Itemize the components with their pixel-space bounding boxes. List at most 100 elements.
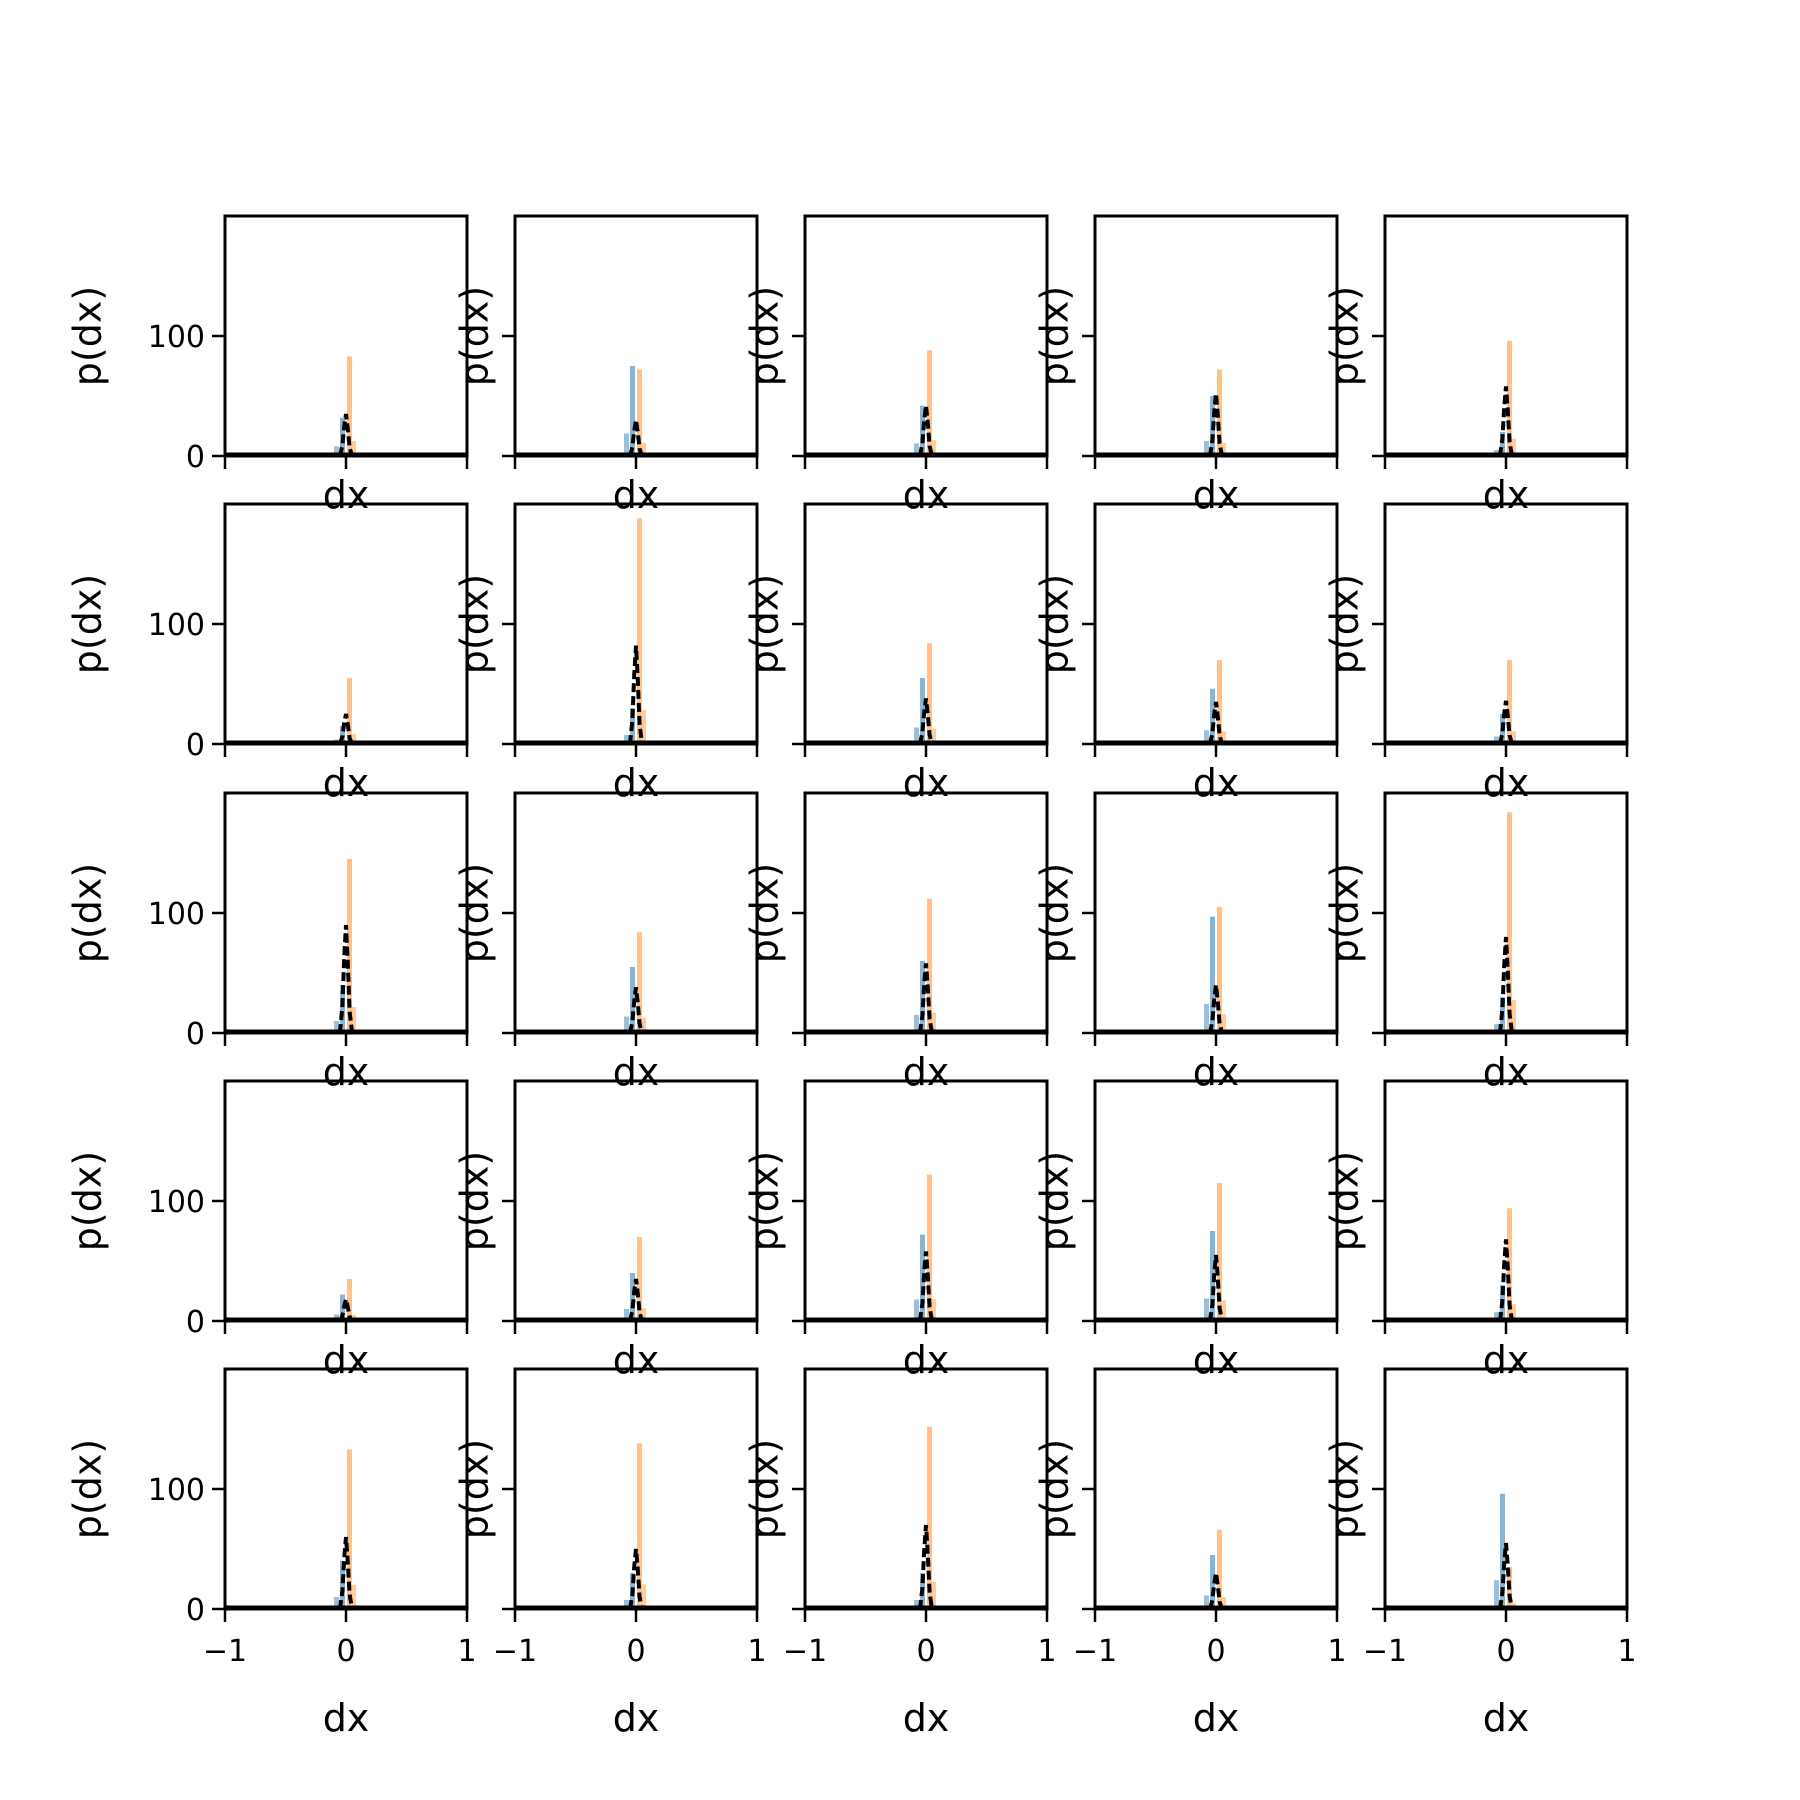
subplot-3-2: dx p(dx): [453, 791, 759, 1094]
blue-hist-bar: [1204, 441, 1209, 456]
y-tick-label: 0: [186, 1305, 205, 1340]
black-dashed-density-line: [1498, 386, 1514, 457]
axes-frame: [513, 214, 759, 458]
axes-frame: [1383, 1079, 1629, 1323]
blue-hist-bar: [1204, 1003, 1209, 1033]
subplot-3-4: dx p(dx): [1033, 791, 1339, 1094]
subplot-4-3: dx p(dx): [743, 1079, 1049, 1382]
blue-hist-bar: [1494, 736, 1499, 744]
y-axis-label: p(dx): [743, 1151, 787, 1251]
y-axis-label: p(dx): [453, 1151, 497, 1251]
blue-hist-bar: [334, 1597, 339, 1609]
x-tick-label: 1: [747, 1634, 766, 1669]
x-axis-label: dx: [903, 1338, 950, 1382]
subplot-5-1: 0 100 −1 0 1 dx p(dx): [66, 1367, 477, 1740]
black-dashed-density-line: [1498, 1239, 1514, 1322]
blue-hist-bar: [1204, 1595, 1209, 1609]
black-dashed-density-line: [1498, 1542, 1514, 1610]
subplot-2-1: 0 100 dx p(dx): [66, 502, 469, 805]
black-dashed-density-line: [918, 405, 934, 457]
x-axis-label: dx: [323, 1050, 370, 1094]
axes-frame: [223, 1079, 469, 1323]
x-axis-label: dx: [613, 1050, 660, 1094]
x-tick-label: 1: [457, 1634, 476, 1669]
orange-hist-bar: [927, 898, 932, 1033]
blue-hist-bar: [340, 985, 345, 1033]
subplot-5-5: −1 0 1 dx p(dx): [1323, 1367, 1637, 1740]
axes-frame: [803, 1367, 1049, 1611]
blue-hist-bar: [624, 735, 629, 744]
x-tick-label: −1: [1363, 1634, 1407, 1669]
x-axis-label: dx: [1483, 473, 1530, 517]
y-axis-label: p(dx): [1033, 1151, 1077, 1251]
orange-hist-bar: [637, 369, 642, 456]
orange-hist-bar: [347, 356, 352, 456]
black-dashed-density-line: [1498, 700, 1514, 745]
black-dashed-density-line: [1208, 984, 1224, 1034]
orange-hist-bar: [1512, 999, 1516, 1033]
black-dashed-density-line: [918, 963, 934, 1034]
axes-frame: [803, 791, 1049, 1035]
y-axis-label: p(dx): [66, 286, 110, 386]
orange-hist-bar: [927, 1174, 932, 1321]
y-axis-label: p(dx): [1323, 1151, 1367, 1251]
x-tick-label: −1: [493, 1634, 537, 1669]
black-dashed-density-line: [628, 645, 644, 745]
y-tick-label: 100: [148, 608, 205, 643]
x-tick-label: −1: [1073, 1634, 1117, 1669]
orange-hist-bar: [347, 1449, 352, 1609]
x-axis-label: dx: [1483, 761, 1530, 805]
subplot-5-4: −1 0 1 dx p(dx): [1033, 1367, 1347, 1740]
blue-hist-bar: [630, 366, 635, 456]
y-axis-label: p(dx): [743, 1439, 787, 1539]
y-axis-label: p(dx): [66, 574, 110, 674]
y-tick-label: 0: [186, 1017, 205, 1052]
y-axis-label: p(dx): [743, 286, 787, 386]
orange-hist-bar: [642, 1017, 646, 1033]
black-dashed-density-line: [918, 1251, 934, 1322]
orange-hist-bar: [927, 1426, 932, 1609]
orange-hist-bar: [637, 1443, 642, 1609]
orange-hist-bar: [932, 440, 936, 456]
orange-hist-bar: [1222, 1300, 1226, 1321]
x-tick-label: 0: [1206, 1634, 1225, 1669]
y-tick-label: 0: [186, 728, 205, 763]
y-tick-label: 100: [148, 1185, 205, 1220]
x-tick-label: 0: [1496, 1634, 1515, 1669]
x-tick-label: 0: [626, 1634, 645, 1669]
axes-frame: [1093, 502, 1339, 746]
y-axis-label: p(dx): [1033, 574, 1077, 674]
black-dashed-density-line: [338, 713, 354, 745]
y-tick-label: 0: [186, 1593, 205, 1628]
x-axis-label: dx: [1483, 1696, 1530, 1740]
x-axis-label: dx: [613, 1696, 660, 1740]
x-axis-label: dx: [1483, 1050, 1530, 1094]
blue-hist-bar: [334, 1021, 339, 1033]
orange-hist-bar: [1512, 1304, 1516, 1321]
orange-hist-bar: [1222, 1597, 1226, 1609]
x-tick-label: 0: [336, 1634, 355, 1669]
blue-hist-bar: [340, 726, 345, 744]
orange-hist-bar: [642, 1584, 646, 1609]
x-axis-label: dx: [323, 1696, 370, 1740]
blue-hist-bar: [1494, 1024, 1499, 1033]
y-axis-label: p(dx): [66, 1151, 110, 1251]
x-axis-label: dx: [903, 1050, 950, 1094]
y-axis-label: p(dx): [66, 1439, 110, 1539]
subplot-2-5: dx p(dx): [1323, 502, 1629, 805]
y-tick-label: 100: [148, 1473, 205, 1508]
y-axis-label: p(dx): [1323, 1439, 1367, 1539]
subplot-2-4: dx p(dx): [1033, 502, 1339, 805]
black-dashed-density-line: [1208, 393, 1224, 457]
orange-hist-bar: [1222, 731, 1226, 744]
x-axis-label: dx: [903, 761, 950, 805]
orange-hist-bar: [642, 443, 646, 456]
blue-hist-bar: [624, 1309, 629, 1321]
orange-hist-bar: [352, 1585, 356, 1609]
x-tick-label: −1: [783, 1634, 827, 1669]
axes-frame: [1383, 214, 1629, 458]
blue-hist-bar: [340, 1561, 345, 1609]
subplot-4-1: 0 100 dx p(dx): [66, 1079, 469, 1382]
y-axis-label: p(dx): [1033, 863, 1077, 963]
